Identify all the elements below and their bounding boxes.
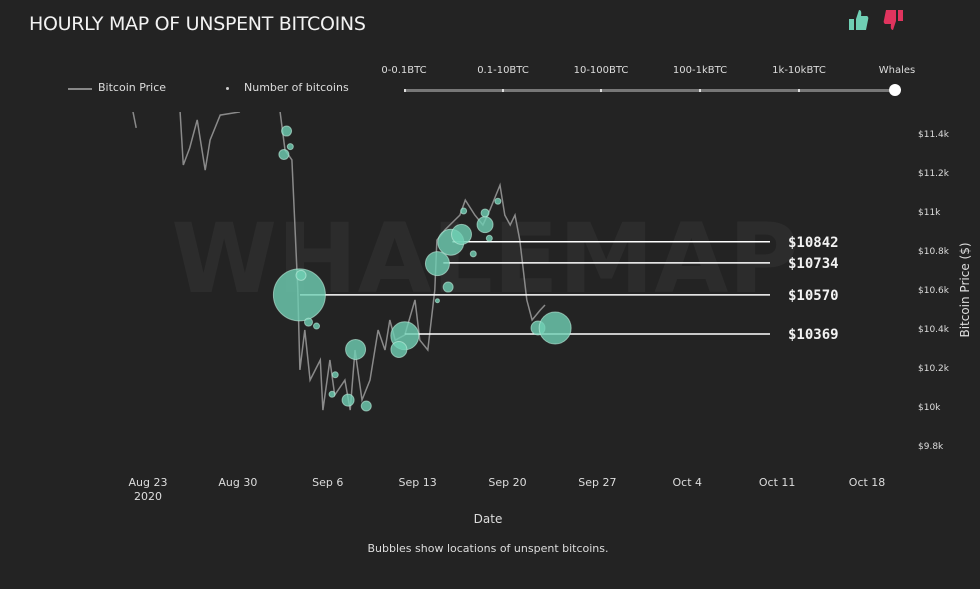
bitcoin-bubble bbox=[460, 207, 468, 215]
price-level-label: $10369 bbox=[788, 327, 839, 343]
y-tick-label: $10k bbox=[918, 403, 941, 413]
bitcoin-bubble bbox=[272, 268, 326, 322]
bitcoin-bubble bbox=[345, 338, 367, 360]
slider-tick bbox=[798, 89, 800, 92]
bitcoin-bubble bbox=[390, 340, 408, 358]
bitcoin-bubble bbox=[278, 148, 290, 160]
slider-label-4[interactable]: 1k-10kBTC bbox=[772, 65, 826, 76]
x-tick-label: Sep 6 bbox=[312, 476, 343, 489]
bitcoin-bubble bbox=[494, 197, 502, 205]
bitcoin-bubble bbox=[304, 317, 313, 327]
x-tick-label: Aug 23 bbox=[129, 476, 168, 489]
slider-tick bbox=[502, 89, 504, 92]
x-tick-label: Sep 13 bbox=[399, 476, 437, 489]
slider-handle[interactable] bbox=[889, 84, 901, 96]
bitcoin-bubble bbox=[451, 223, 473, 245]
price-level-label: $10570 bbox=[788, 288, 839, 304]
legend-bubbles-label: Number of bitcoins bbox=[244, 81, 349, 94]
legend-bubble-dot bbox=[226, 87, 229, 90]
bitcoin-bubble bbox=[286, 143, 294, 151]
x-axis-title: Date bbox=[473, 512, 503, 526]
slider-label-5[interactable]: Whales bbox=[878, 65, 916, 76]
bitcoin-bubble bbox=[313, 322, 321, 330]
y-tick-label: $11.2k bbox=[918, 169, 950, 179]
thumbs-up-icon[interactable] bbox=[848, 8, 870, 32]
bitcoin-bubble bbox=[480, 208, 490, 218]
x-tick-label: Aug 30 bbox=[218, 476, 257, 489]
legend-price-line bbox=[68, 88, 92, 90]
thumbs-down-icon[interactable] bbox=[882, 8, 904, 32]
price-level-label: $10734 bbox=[788, 256, 839, 272]
bitcoin-bubble bbox=[281, 125, 293, 137]
y-tick-label: $10.4k bbox=[918, 325, 950, 335]
bitcoin-bubble bbox=[476, 216, 494, 234]
slider-label-3[interactable]: 100-1kBTC bbox=[672, 65, 728, 76]
bitcoin-bubble bbox=[328, 390, 336, 398]
y-tick-label: $10.8k bbox=[918, 247, 950, 257]
price-level-label: $10842 bbox=[788, 235, 839, 251]
slider-label-1[interactable]: 0.1-10BTC bbox=[477, 65, 529, 76]
size-slider-track[interactable] bbox=[404, 89, 896, 92]
bitcoin-bubble bbox=[442, 281, 454, 293]
x-tick-label: Oct 18 bbox=[849, 476, 886, 489]
bitcoin-bubble bbox=[469, 250, 477, 258]
slider-label-2[interactable]: 10-100BTC bbox=[573, 65, 629, 76]
bitcoin-bubble bbox=[434, 298, 440, 304]
bitcoin-bubble bbox=[485, 234, 493, 242]
x-tick-year: 2020 bbox=[134, 490, 162, 503]
price-line bbox=[179, 112, 241, 171]
page-title: HOURLY MAP OF UNSPENT BITCOINS bbox=[29, 13, 366, 35]
y-tick-label: $11.4k bbox=[918, 130, 950, 140]
x-tick-label: Sep 27 bbox=[578, 476, 616, 489]
y-tick-label: $11k bbox=[918, 208, 941, 218]
y-axis-title: Bitcoin Price ($) bbox=[958, 242, 972, 338]
x-tick-label: Oct 11 bbox=[759, 476, 796, 489]
bitcoin-bubble bbox=[331, 371, 339, 379]
y-tick-label: $10.2k bbox=[918, 364, 950, 374]
slider-tick bbox=[699, 89, 701, 92]
bitcoin-bubble bbox=[538, 311, 572, 345]
bitcoin-bubble bbox=[295, 269, 307, 281]
y-tick-label: $9.8k bbox=[918, 442, 944, 452]
slider-tick bbox=[600, 89, 602, 92]
x-tick-label: Sep 20 bbox=[488, 476, 526, 489]
bitcoin-bubble bbox=[424, 251, 450, 277]
caption: Bubbles show locations of unspent bitcoi… bbox=[367, 542, 609, 555]
bitcoin-bubble bbox=[360, 400, 372, 412]
x-tick-label: Oct 4 bbox=[673, 476, 703, 489]
y-tick-label: $10.6k bbox=[918, 286, 950, 296]
slider-label-0[interactable]: 0-0.1BTC bbox=[381, 65, 427, 76]
price-line bbox=[132, 112, 137, 129]
legend-price-label: Bitcoin Price bbox=[98, 81, 167, 94]
bitcoin-bubble bbox=[341, 393, 355, 407]
slider-tick bbox=[404, 89, 406, 92]
